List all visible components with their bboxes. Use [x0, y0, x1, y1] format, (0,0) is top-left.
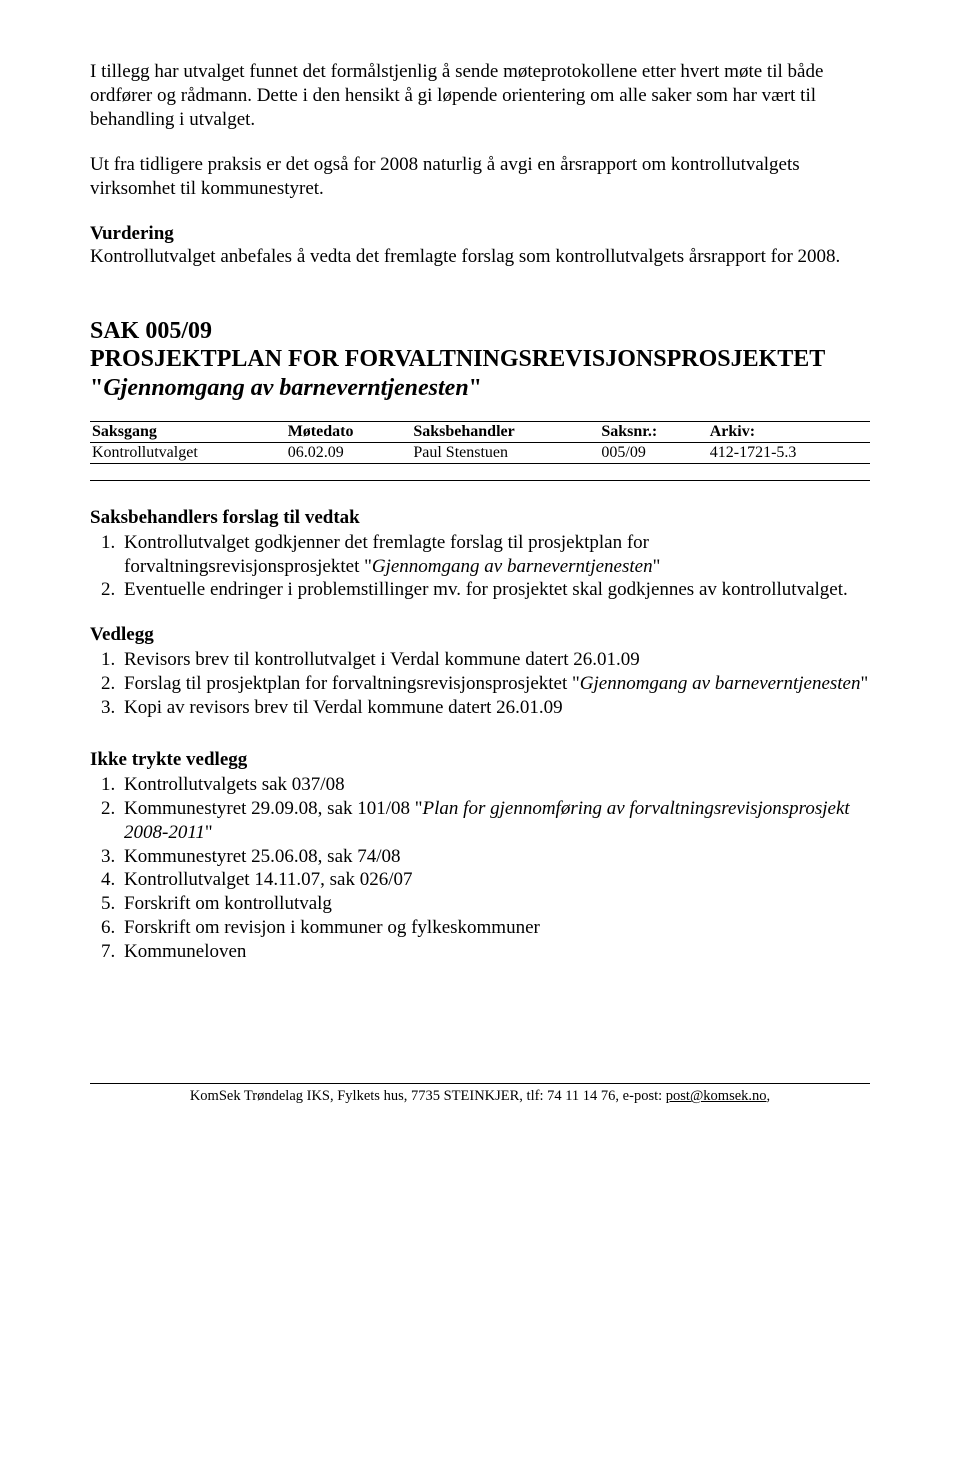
item-pre: Kontrollutvalget 14.11.07, sak 026/07 [124, 869, 413, 890]
meta-col-saksnr: Saksnr.: [599, 421, 707, 442]
list-item: Kommuneloven [120, 940, 870, 964]
meta-saksbehandler: Paul Stenstuen [411, 442, 599, 463]
item-pre: Kommuneloven [124, 941, 246, 962]
item-pre: Forslag til prosjektplan for forvaltning… [124, 673, 580, 694]
list-item: Revisors brev til kontrollutvalget i Ver… [120, 648, 870, 672]
list-item: Forskrift om kontrollutvalg [120, 892, 870, 916]
vurdering-section: Vurdering Kontrollutvalget anbefales å v… [90, 223, 870, 269]
list-item: Eventuelle endringer i problemstillinger… [120, 578, 870, 602]
ikke-trykte-heading: Ikke trykte vedlegg [90, 749, 870, 771]
item-pre: Kommunestyret 25.06.08, sak 74/08 [124, 846, 401, 867]
meta-saksgang: Kontrollutvalget [90, 442, 286, 463]
list-item: Kommunestyret 29.09.08, sak 101/08 "Plan… [120, 797, 870, 845]
sak-title-line2: "Gjennomgang av barneverntjenesten" [90, 374, 870, 403]
vedlegg-section: Vedlegg Revisors brev til kontrollutvalg… [90, 624, 870, 719]
meta-table: Saksgang Møtedato Saksbehandler Saksnr.:… [90, 421, 870, 481]
forslag-list: Kontrollutvalget godkjenner det fremlagt… [90, 531, 870, 602]
item-italic: Gjennomgang av barneverntjenesten [580, 673, 861, 694]
quote-open: " [90, 375, 103, 401]
quote-close: " [469, 375, 482, 401]
vurdering-body: Kontrollutvalget anbefales å vedta det f… [90, 245, 870, 269]
item-pre: Kopi av revisors brev til Verdal kommune… [124, 697, 563, 718]
forslag-heading: Saksbehandlers forslag til vedtak [90, 507, 870, 529]
ikke-trykte-section: Ikke trykte vedlegg Kontrollutvalgets sa… [90, 749, 870, 963]
meta-col-arkiv: Arkiv: [708, 421, 870, 442]
footer-pre: KomSek Trøndelag IKS, Fylkets hus, 7735 … [190, 1088, 666, 1104]
item-post: " [653, 556, 661, 577]
list-item: Kontrollutvalget godkjenner det fremlagt… [120, 531, 870, 579]
item-pre: Forskrift om kontrollutvalg [124, 893, 332, 914]
list-item: Forslag til prosjektplan for forvaltning… [120, 672, 870, 696]
paragraph-2: Ut fra tidligere praksis er det også for… [90, 153, 870, 201]
vedlegg-heading: Vedlegg [90, 624, 870, 646]
forslag-section: Saksbehandlers forslag til vedtak Kontro… [90, 507, 870, 602]
sak-title-line1: PROSJEKTPLAN FOR FORVALTNINGSREVISJONSPR… [90, 345, 870, 374]
list-item: Kopi av revisors brev til Verdal kommune… [120, 696, 870, 720]
paragraph-1: I tillegg har utvalget funnet det formål… [90, 60, 870, 131]
item-pre: Eventuelle endringer i problemstillinger… [124, 579, 848, 600]
item-pre: Forskrift om revisjon i kommuner og fylk… [124, 917, 540, 938]
meta-col-motedato: Møtedato [286, 421, 412, 442]
document-page: I tillegg har utvalget funnet det formål… [0, 0, 960, 1145]
footer-post: , [767, 1088, 771, 1104]
sak-heading-block: SAK 005/09 PROSJEKTPLAN FOR FORVALTNINGS… [90, 317, 870, 403]
meta-motedato: 06.02.09 [286, 442, 412, 463]
meta-arkiv: 412-1721-5.3 [708, 442, 870, 463]
vedlegg-list: Revisors brev til kontrollutvalget i Ver… [90, 648, 870, 719]
meta-data-row: Kontrollutvalget 06.02.09 Paul Stenstuen… [90, 442, 870, 463]
item-pre: Kommunestyret 29.09.08, sak 101/08 " [124, 798, 423, 819]
list-item: Kontrollutvalget 14.11.07, sak 026/07 [120, 868, 870, 892]
footer-email: post@komsek.no [666, 1088, 767, 1104]
footer-separator [90, 1083, 870, 1084]
item-post: " [205, 822, 213, 843]
item-pre: Revisors brev til kontrollutvalget i Ver… [124, 649, 640, 670]
sak-title-italic: Gjennomgang av barneverntjenesten [103, 375, 468, 401]
item-post: " [861, 673, 869, 694]
meta-header-row: Saksgang Møtedato Saksbehandler Saksnr.:… [90, 421, 870, 442]
list-item: Kontrollutvalgets sak 037/08 [120, 773, 870, 797]
meta-blank-row [90, 463, 870, 480]
ikke-trykte-list: Kontrollutvalgets sak 037/08 Kommunestyr… [90, 773, 870, 963]
list-item: Kommunestyret 25.06.08, sak 74/08 [120, 845, 870, 869]
meta-col-saksgang: Saksgang [90, 421, 286, 442]
item-pre: Kontrollutvalgets sak 037/08 [124, 774, 345, 795]
vurdering-heading: Vurdering [90, 223, 870, 245]
item-italic: Gjennomgang av barneverntjenesten [372, 556, 653, 577]
sak-number: SAK 005/09 [90, 317, 870, 346]
meta-saksnr: 005/09 [599, 442, 707, 463]
footer: KomSek Trøndelag IKS, Fylkets hus, 7735 … [90, 1088, 870, 1105]
meta-col-saksbehandler: Saksbehandler [411, 421, 599, 442]
list-item: Forskrift om revisjon i kommuner og fylk… [120, 916, 870, 940]
